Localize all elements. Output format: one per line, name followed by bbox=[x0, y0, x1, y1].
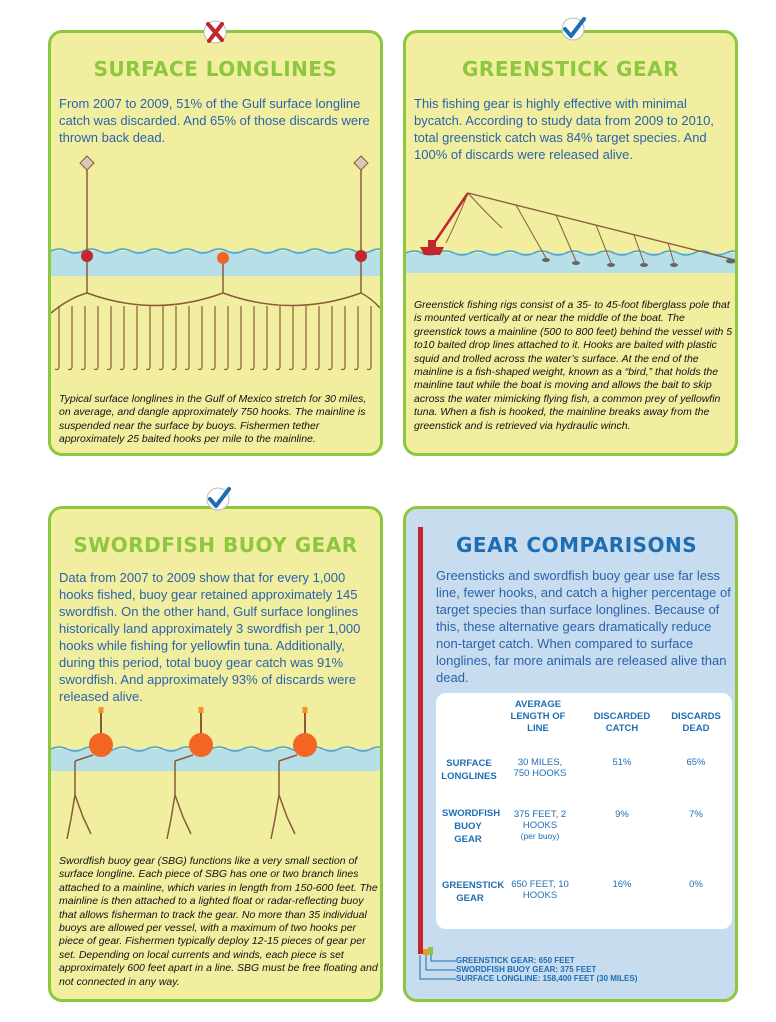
hook-line bbox=[106, 306, 112, 371]
cell-length: 30 MILES, 750 HOOKS bbox=[513, 757, 567, 779]
card-title: GREENSTICK GEAR bbox=[462, 57, 679, 81]
gear-comparisons-card: GEAR COMPARISONS Greensticks and swordfi… bbox=[403, 506, 738, 1002]
row-label-surface-longlines: SURFACE LONGLINES bbox=[441, 758, 497, 782]
card-intro: Greensticks and swordfish buoy gear use … bbox=[436, 568, 731, 685]
cell-dead: 7% bbox=[689, 809, 703, 820]
swordfish-buoy bbox=[270, 707, 317, 840]
cell-discarded: 9% bbox=[615, 809, 629, 820]
card-title: SURFACE LONGLINES bbox=[93, 57, 338, 81]
swordfish-buoy-illustration bbox=[51, 707, 380, 840]
swordfish-orange-bar bbox=[423, 949, 428, 955]
card-intro: From 2007 to 2009, 51% of the Gulf surfa… bbox=[59, 96, 370, 145]
card-caption: Greenstick fishing rigs consist of a 35-… bbox=[414, 299, 733, 432]
cell-length: 375 FEET, 2 HOOKS (per buoy) bbox=[510, 809, 570, 842]
hook-line bbox=[301, 306, 307, 371]
hook-line bbox=[67, 306, 73, 371]
surface-longline-illustration bbox=[51, 155, 380, 371]
cell-length-value: 375 FEET, 2 HOOKS bbox=[513, 809, 567, 831]
hook-line bbox=[327, 306, 333, 371]
card-intro: This fishing gear is highly effective wi… bbox=[414, 96, 714, 162]
header-discarded-catch: DISCARDED CATCH bbox=[593, 711, 651, 734]
hook-line bbox=[210, 306, 216, 371]
swordfish-buoy-gear-card: SWORDFISH BUOY GEAR Data from 2007 to 20… bbox=[48, 506, 383, 1002]
hook-line bbox=[184, 306, 190, 371]
hook-line bbox=[340, 306, 346, 371]
comparison-table: AVERAGE LENGTH OF LINE DISCARDED CATCH D… bbox=[436, 693, 732, 929]
row-label-swordfish-buoy-gear: SWORDFISH BUOY GEAR bbox=[442, 808, 501, 845]
header-discards-dead: DISCARDS DEAD bbox=[671, 711, 721, 734]
hook-line bbox=[197, 306, 203, 371]
hook-line bbox=[275, 306, 281, 371]
card-intro: Data from 2007 to 2009 show that for eve… bbox=[59, 570, 361, 704]
hook-line bbox=[223, 306, 229, 371]
hook-line bbox=[93, 306, 99, 371]
hook-line bbox=[119, 306, 125, 371]
header-average-length: AVERAGE LENGTH OF LINE bbox=[510, 699, 566, 734]
hook-line bbox=[262, 306, 268, 371]
hook-line bbox=[314, 306, 320, 371]
cell-dead: 65% bbox=[686, 757, 706, 768]
swordfish-buoy bbox=[66, 707, 113, 840]
hook-line bbox=[353, 306, 359, 371]
row-label-greenstick-gear: GREENSTICK GEAR bbox=[442, 880, 505, 904]
hook-line bbox=[132, 306, 138, 371]
longline-red-bar bbox=[418, 527, 423, 954]
hook-line bbox=[366, 306, 372, 371]
swordfish-buoy bbox=[166, 707, 213, 840]
surface-longlines-card: SURFACE LONGLINES From 2007 to 2009, 51%… bbox=[48, 30, 383, 456]
check-mark-icon bbox=[203, 484, 233, 514]
greenstick-gear-card: GREENSTICK GEAR This fishing gear is hig… bbox=[403, 30, 738, 456]
card-caption: Swordfish buoy gear (SBG) functions like… bbox=[59, 855, 378, 988]
hook-line bbox=[54, 306, 60, 371]
legend-connectors bbox=[419, 955, 456, 980]
hook-line bbox=[288, 306, 294, 371]
check-mark-icon bbox=[558, 14, 588, 44]
hook-line bbox=[171, 306, 177, 371]
x-mark-icon bbox=[200, 17, 230, 47]
hook-line bbox=[158, 306, 164, 371]
cell-length: 650 FEET, 10 HOOKS bbox=[511, 879, 569, 901]
hook-line bbox=[236, 306, 242, 371]
greenstick-green-bar bbox=[428, 947, 433, 955]
greenstick-illustration bbox=[406, 192, 735, 273]
hook-line bbox=[145, 306, 151, 371]
legend-surface-longline: SURFACE LONGLINE: 158,400 FEET (30 MILES… bbox=[456, 974, 638, 983]
cell-dead: 0% bbox=[689, 879, 703, 890]
hook-line bbox=[249, 306, 255, 371]
card-title: SWORDFISH BUOY GEAR bbox=[73, 533, 358, 557]
cell-length-note: (per buoy) bbox=[520, 831, 560, 841]
hook-line bbox=[80, 306, 86, 371]
card-title: GEAR COMPARISONS bbox=[456, 533, 698, 557]
legend-greenstick: GREENSTICK GEAR: 650 FEET bbox=[456, 956, 575, 965]
cell-discarded: 51% bbox=[612, 757, 632, 768]
cell-discarded: 16% bbox=[612, 879, 632, 890]
card-caption: Typical surface longlines in the Gulf of… bbox=[59, 393, 367, 446]
legend-swordfish: SWORDFISH BUOY GEAR: 375 FEET bbox=[456, 965, 597, 974]
